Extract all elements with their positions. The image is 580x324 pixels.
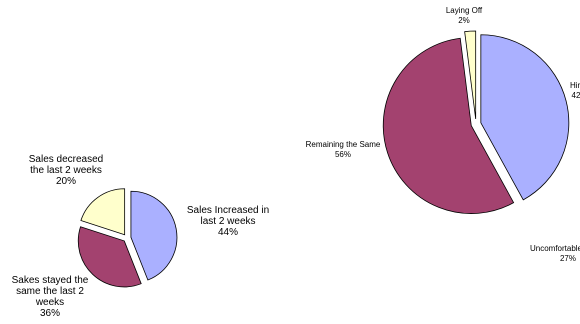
- slice-label: Laying Off: [445, 6, 483, 15]
- slice-value: 42: [571, 91, 580, 100]
- slice-value: 2%: [458, 16, 470, 25]
- pie-slice: [480, 34, 570, 201]
- pie-slice: [130, 190, 178, 281]
- annotation: Uncomfortable w: [529, 244, 580, 253]
- slice-label: Sakes stayed the same the last 2 weeks: [11, 275, 89, 308]
- slice-label: Sales decreased the last 2 weeks: [28, 154, 104, 176]
- annotation: 27%: [559, 254, 576, 263]
- pie-slice: [77, 226, 142, 288]
- slice-value: 44%: [217, 227, 238, 238]
- pie-slice: [464, 30, 477, 120]
- slice-label: Sales Increased in last 2 weeks: [186, 205, 270, 227]
- slice-value: 20%: [55, 176, 76, 187]
- slice-label: Hiri: [570, 81, 580, 90]
- pie-slice: [80, 188, 126, 236]
- slice-value: 56%: [334, 150, 351, 159]
- slice-label: Remaining the Same: [305, 140, 381, 149]
- slice-value: 36%: [39, 308, 60, 319]
- pie-slice: [382, 37, 515, 214]
